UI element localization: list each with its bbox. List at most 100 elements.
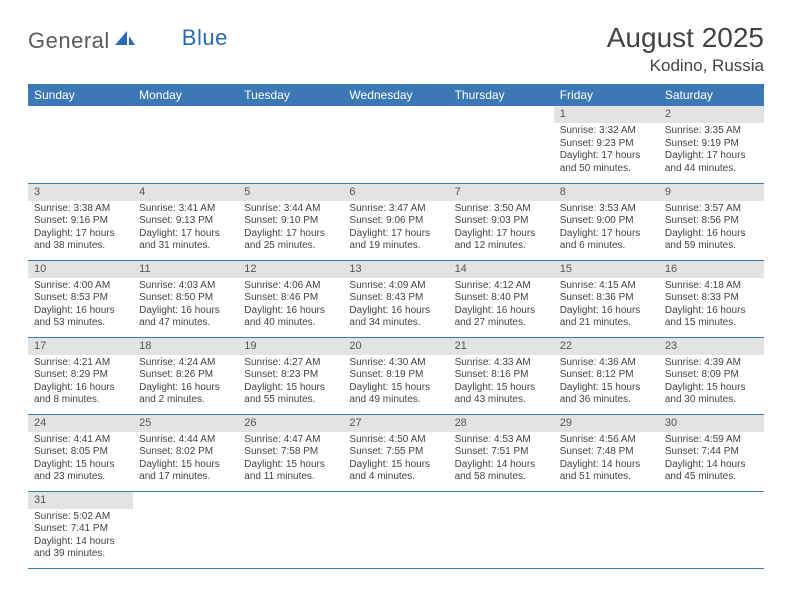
day-details: Sunrise: 4:24 AMSunset: 8:26 PMDaylight:…: [133, 355, 238, 411]
day-number: 5: [238, 184, 343, 201]
calendar-day-cell: 12Sunrise: 4:06 AMSunset: 8:46 PMDayligh…: [238, 260, 343, 337]
calendar-week-row: 3Sunrise: 3:38 AMSunset: 9:16 PMDaylight…: [28, 183, 764, 260]
day-number: 11: [133, 261, 238, 278]
calendar-day-cell: 27Sunrise: 4:50 AMSunset: 7:55 PMDayligh…: [343, 414, 448, 491]
sunset-text: Sunset: 8:46 PM: [244, 292, 337, 305]
sunset-text: Sunset: 7:51 PM: [455, 446, 548, 459]
day-number: 7: [449, 184, 554, 201]
daylight-text: Daylight: 16 hours and 53 minutes.: [34, 305, 127, 330]
sunrise-text: Sunrise: 3:41 AM: [139, 203, 232, 216]
day-number: 16: [659, 261, 764, 278]
day-details: Sunrise: 3:44 AMSunset: 9:10 PMDaylight:…: [238, 201, 343, 257]
calendar-day-cell: 18Sunrise: 4:24 AMSunset: 8:26 PMDayligh…: [133, 337, 238, 414]
day-details: Sunrise: 3:50 AMSunset: 9:03 PMDaylight:…: [449, 201, 554, 257]
logo-sail-icon: [114, 30, 136, 53]
day-details: Sunrise: 3:41 AMSunset: 9:13 PMDaylight:…: [133, 201, 238, 257]
calendar-day-cell: 24Sunrise: 4:41 AMSunset: 8:05 PMDayligh…: [28, 414, 133, 491]
sunset-text: Sunset: 8:05 PM: [34, 446, 127, 459]
day-details: Sunrise: 3:35 AMSunset: 9:19 PMDaylight:…: [659, 123, 764, 179]
calendar-day-cell: [238, 491, 343, 568]
sunset-text: Sunset: 7:44 PM: [665, 446, 758, 459]
daylight-text: Daylight: 17 hours and 19 minutes.: [349, 228, 442, 253]
calendar-day-cell: [133, 491, 238, 568]
calendar-day-cell: 6Sunrise: 3:47 AMSunset: 9:06 PMDaylight…: [343, 183, 448, 260]
sunset-text: Sunset: 8:29 PM: [34, 369, 127, 382]
day-number: 21: [449, 338, 554, 355]
day-number: 26: [238, 415, 343, 432]
sunrise-text: Sunrise: 5:02 AM: [34, 511, 127, 524]
sunrise-text: Sunrise: 4:50 AM: [349, 434, 442, 447]
day-details: Sunrise: 4:06 AMSunset: 8:46 PMDaylight:…: [238, 278, 343, 334]
sunset-text: Sunset: 8:40 PM: [455, 292, 548, 305]
sunset-text: Sunset: 8:33 PM: [665, 292, 758, 305]
daylight-text: Daylight: 15 hours and 4 minutes.: [349, 459, 442, 484]
day-number: 9: [659, 184, 764, 201]
day-number: 18: [133, 338, 238, 355]
day-number: 13: [343, 261, 448, 278]
weekday-header: Saturday: [659, 84, 764, 106]
calendar-week-row: 24Sunrise: 4:41 AMSunset: 8:05 PMDayligh…: [28, 414, 764, 491]
day-details: Sunrise: 4:41 AMSunset: 8:05 PMDaylight:…: [28, 432, 133, 488]
calendar-day-cell: 7Sunrise: 3:50 AMSunset: 9:03 PMDaylight…: [449, 183, 554, 260]
daylight-text: Daylight: 15 hours and 30 minutes.: [665, 382, 758, 407]
sunset-text: Sunset: 8:56 PM: [665, 215, 758, 228]
weekday-header-row: Sunday Monday Tuesday Wednesday Thursday…: [28, 84, 764, 106]
day-number: 19: [238, 338, 343, 355]
calendar-day-cell: 14Sunrise: 4:12 AMSunset: 8:40 PMDayligh…: [449, 260, 554, 337]
calendar-day-cell: 9Sunrise: 3:57 AMSunset: 8:56 PMDaylight…: [659, 183, 764, 260]
day-number: 27: [343, 415, 448, 432]
sunset-text: Sunset: 9:10 PM: [244, 215, 337, 228]
day-number: 23: [659, 338, 764, 355]
sunrise-text: Sunrise: 4:12 AM: [455, 280, 548, 293]
calendar-day-cell: 1Sunrise: 3:32 AMSunset: 9:23 PMDaylight…: [554, 106, 659, 183]
daylight-text: Daylight: 17 hours and 12 minutes.: [455, 228, 548, 253]
sunset-text: Sunset: 9:13 PM: [139, 215, 232, 228]
calendar-day-cell: 13Sunrise: 4:09 AMSunset: 8:43 PMDayligh…: [343, 260, 448, 337]
day-number: 30: [659, 415, 764, 432]
day-details: Sunrise: 4:18 AMSunset: 8:33 PMDaylight:…: [659, 278, 764, 334]
day-details: Sunrise: 3:38 AMSunset: 9:16 PMDaylight:…: [28, 201, 133, 257]
daylight-text: Daylight: 16 hours and 21 minutes.: [560, 305, 653, 330]
sunrise-text: Sunrise: 3:57 AM: [665, 203, 758, 216]
sunrise-text: Sunrise: 4:27 AM: [244, 357, 337, 370]
day-details: Sunrise: 4:53 AMSunset: 7:51 PMDaylight:…: [449, 432, 554, 488]
calendar-day-cell: [28, 106, 133, 183]
calendar-day-cell: 25Sunrise: 4:44 AMSunset: 8:02 PMDayligh…: [133, 414, 238, 491]
daylight-text: Daylight: 15 hours and 43 minutes.: [455, 382, 548, 407]
daylight-text: Daylight: 17 hours and 50 minutes.: [560, 150, 653, 175]
sunset-text: Sunset: 9:23 PM: [560, 138, 653, 151]
sunrise-text: Sunrise: 4:18 AM: [665, 280, 758, 293]
day-number: 17: [28, 338, 133, 355]
day-details: Sunrise: 3:47 AMSunset: 9:06 PMDaylight:…: [343, 201, 448, 257]
calendar-day-cell: 17Sunrise: 4:21 AMSunset: 8:29 PMDayligh…: [28, 337, 133, 414]
sunrise-text: Sunrise: 3:35 AM: [665, 125, 758, 138]
sunrise-text: Sunrise: 4:56 AM: [560, 434, 653, 447]
calendar-table: Sunday Monday Tuesday Wednesday Thursday…: [28, 84, 764, 569]
sunrise-text: Sunrise: 4:33 AM: [455, 357, 548, 370]
logo-text-blue: Blue: [182, 25, 228, 51]
sunset-text: Sunset: 8:50 PM: [139, 292, 232, 305]
day-number: 4: [133, 184, 238, 201]
sunrise-text: Sunrise: 4:03 AM: [139, 280, 232, 293]
calendar-day-cell: 19Sunrise: 4:27 AMSunset: 8:23 PMDayligh…: [238, 337, 343, 414]
day-number: 1: [554, 106, 659, 123]
sunset-text: Sunset: 8:36 PM: [560, 292, 653, 305]
sunset-text: Sunset: 9:00 PM: [560, 215, 653, 228]
day-details: Sunrise: 4:56 AMSunset: 7:48 PMDaylight:…: [554, 432, 659, 488]
daylight-text: Daylight: 17 hours and 38 minutes.: [34, 228, 127, 253]
sunset-text: Sunset: 7:41 PM: [34, 523, 127, 536]
calendar-week-row: 31Sunrise: 5:02 AMSunset: 7:41 PMDayligh…: [28, 491, 764, 568]
day-number: 6: [343, 184, 448, 201]
day-details: Sunrise: 3:53 AMSunset: 9:00 PMDaylight:…: [554, 201, 659, 257]
daylight-text: Daylight: 17 hours and 6 minutes.: [560, 228, 653, 253]
daylight-text: Daylight: 16 hours and 40 minutes.: [244, 305, 337, 330]
daylight-text: Daylight: 14 hours and 51 minutes.: [560, 459, 653, 484]
sunset-text: Sunset: 9:03 PM: [455, 215, 548, 228]
day-details: Sunrise: 4:09 AMSunset: 8:43 PMDaylight:…: [343, 278, 448, 334]
calendar-body: 1Sunrise: 3:32 AMSunset: 9:23 PMDaylight…: [28, 106, 764, 568]
day-details: Sunrise: 4:15 AMSunset: 8:36 PMDaylight:…: [554, 278, 659, 334]
sunrise-text: Sunrise: 4:06 AM: [244, 280, 337, 293]
weekday-header: Wednesday: [343, 84, 448, 106]
daylight-text: Daylight: 16 hours and 34 minutes.: [349, 305, 442, 330]
sunset-text: Sunset: 8:43 PM: [349, 292, 442, 305]
